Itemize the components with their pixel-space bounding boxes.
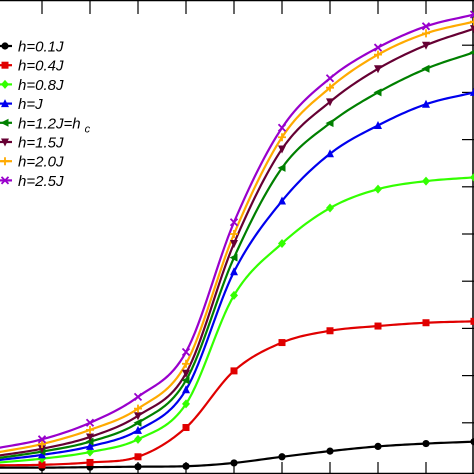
legend: h=0.1J h=0.4J h=0.8J h=J h=1.2J=h ch=1.5J h=2.… [0, 39, 91, 190]
data-point-s4-9 [421, 64, 430, 73]
data-point-s0-3 [134, 463, 142, 471]
data-point-s7-1 [37, 435, 47, 444]
data-point-s1-8 [374, 322, 382, 330]
data-point-s3-6 [278, 196, 286, 205]
data-point-s5-8 [374, 65, 382, 74]
data-point-s5-9 [422, 41, 430, 50]
data-point-s3-5 [230, 267, 238, 276]
data-point-s1-1 [38, 461, 46, 469]
data-point-s0-10 [470, 438, 474, 446]
data-point-s5-10 [470, 25, 474, 34]
data-point-s3-7 [326, 149, 334, 158]
data-point-s3-4 [182, 385, 190, 394]
data-point-s0-7 [326, 447, 334, 455]
data-point-s6-5 [230, 230, 238, 238]
data-point-s2-4 [182, 399, 190, 409]
legend-label-4: h=1.2J=h c [18, 115, 91, 135]
data-point-s6-9 [422, 29, 430, 38]
data-point-s5-1 [38, 445, 46, 454]
data-point-s4-8 [373, 88, 382, 97]
legend-label-7: h=2.5J [18, 173, 64, 190]
data-point-s1-9 [422, 319, 430, 327]
data-point-s7-2 [85, 418, 95, 427]
data-point-s0-9 [422, 439, 430, 448]
legend-marker-7 [0, 176, 10, 185]
legend-label-6: h=2.0J [18, 154, 64, 171]
data-point-s4-10 [469, 50, 474, 55]
data-point-s7-10 [469, 10, 474, 19]
data-point-s2-8 [374, 184, 382, 194]
data-point-s1-5 [230, 367, 238, 375]
data-point-s3-10 [470, 87, 474, 96]
legend-marker-2 [1, 79, 9, 89]
data-point-s0-5 [230, 459, 238, 467]
data-point-s1-7 [326, 327, 334, 335]
data-point-s3-9 [422, 99, 430, 108]
data-point-s2-6 [278, 238, 286, 248]
data-point-s4-3 [133, 418, 142, 427]
data-point-s5-6 [278, 145, 286, 154]
series-line-3 [0, 91, 474, 461]
legend-label-1: h=0.4J [18, 58, 64, 75]
data-point-s7-6 [277, 123, 287, 132]
data-point-s3-3 [134, 425, 142, 434]
data-point-s6-2 [86, 425, 94, 434]
data-point-s6-6 [278, 133, 286, 142]
legend-marker-4 [0, 118, 9, 127]
data-point-s6-10 [470, 17, 474, 26]
data-point-s3-8 [374, 120, 382, 129]
data-point-s0-8 [374, 442, 382, 450]
data-point-s7-8 [373, 43, 383, 52]
data-point-s7-3 [133, 392, 143, 401]
data-point-s6-4 [182, 359, 190, 368]
data-point-s3-2 [86, 441, 94, 450]
data-point-s1-4 [182, 424, 190, 432]
legend-label-3: h=J [18, 96, 43, 113]
data-point-s6-3 [134, 404, 142, 413]
data-point-s4-6 [277, 163, 286, 172]
data-point-s2-10 [470, 172, 474, 182]
data-point-s6-1 [38, 440, 46, 449]
data-point-s2-3 [134, 434, 142, 444]
data-point-s1-10 [470, 317, 474, 325]
data-point-s6-8 [374, 50, 382, 59]
data-point-s7-7 [325, 74, 335, 83]
data-point-s1-6 [278, 339, 286, 347]
data-point-s4-2 [85, 437, 94, 446]
legend-marker-3 [1, 99, 9, 108]
data-point-s4-5 [229, 253, 238, 262]
series-line-5 [0, 27, 474, 457]
data-point-s5-5 [230, 239, 238, 248]
data-point-s4-4 [181, 376, 190, 385]
data-point-s4-7 [325, 119, 334, 128]
data-point-s5-7 [326, 98, 334, 107]
data-point-s7-5 [229, 218, 239, 227]
series-markers [37, 10, 474, 472]
data-point-s1-2 [86, 458, 94, 466]
data-point-s7-9 [421, 22, 431, 31]
data-point-s7-4 [181, 347, 191, 357]
data-point-s5-2 [86, 433, 94, 442]
data-point-s0-6 [278, 453, 286, 461]
legend-label-2: h=0.8J [18, 77, 64, 94]
legend-label-5: h=1.5J [18, 135, 64, 152]
data-point-s0-4 [182, 462, 190, 470]
legend-marker-0 [1, 42, 9, 50]
data-point-s5-4 [182, 369, 190, 378]
legend-marker-1 [1, 61, 9, 69]
data-point-s2-5 [230, 290, 238, 300]
legend-marker-5 [1, 138, 9, 147]
data-point-s3-1 [38, 450, 46, 459]
data-point-s5-3 [134, 412, 142, 421]
data-point-s6-7 [326, 83, 334, 92]
data-point-s1-3 [134, 453, 142, 461]
legend-marker-6 [1, 157, 9, 166]
legend-label-0: h=0.1J [18, 39, 64, 56]
data-point-s2-7 [326, 203, 334, 213]
data-point-s2-9 [422, 176, 430, 186]
